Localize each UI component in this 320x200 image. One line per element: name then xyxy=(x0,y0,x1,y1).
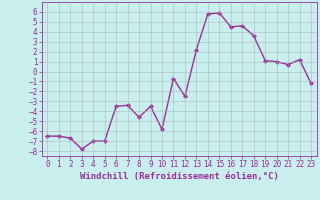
X-axis label: Windchill (Refroidissement éolien,°C): Windchill (Refroidissement éolien,°C) xyxy=(80,172,279,181)
